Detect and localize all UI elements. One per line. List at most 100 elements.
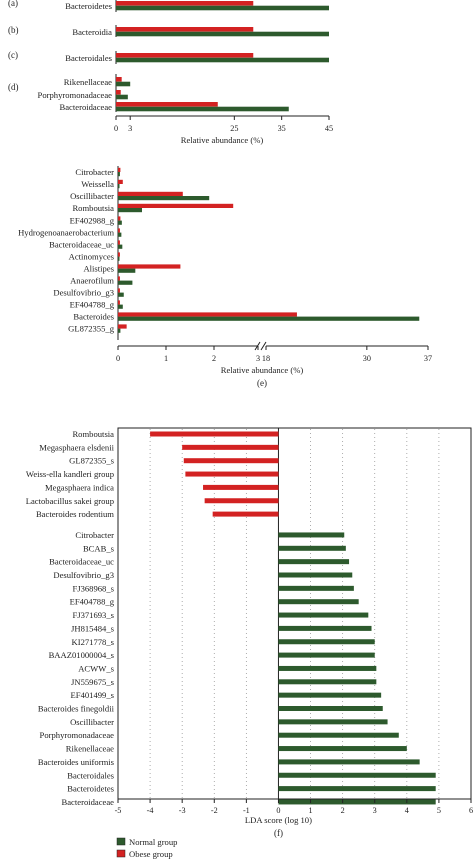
plot-frame: [117, 427, 472, 800]
bar-normal: [118, 172, 120, 177]
category-label: Bacteroidales: [65, 53, 112, 63]
bar-obese: [212, 511, 279, 517]
category-label: Porphyromonadaceae: [40, 730, 115, 740]
x-tick-label: 2: [341, 806, 345, 815]
category-label: Bacteroides rodentium: [36, 509, 114, 519]
bar-normal: [118, 328, 121, 333]
category-label: Weissella: [81, 179, 114, 189]
bar-normal: [278, 772, 436, 778]
bar-obese: [118, 300, 120, 305]
bar-normal: [116, 94, 128, 100]
bar-normal: [278, 572, 353, 578]
category-label: Bacteroides: [73, 312, 114, 322]
bar-normal: [278, 612, 369, 618]
legend-label-normal: Normal group: [129, 837, 177, 847]
x-tick-label: 30: [363, 354, 371, 363]
bar-normal: [118, 292, 124, 297]
category-label: Bacteroidaceae_uc: [49, 557, 114, 567]
panel-label: (d): [8, 82, 19, 92]
bar-obese: [118, 228, 120, 233]
x-axis-title: Relative abundance (%): [181, 135, 264, 145]
category-label: JH815484_s: [71, 623, 115, 633]
category-label: Citrobacter: [75, 530, 114, 540]
category-label: Bacteroidetes: [67, 784, 114, 794]
category-label: Lactobacillus sakei group: [26, 496, 114, 506]
category-label: Bacteroides finegoldii: [38, 704, 115, 714]
category-label: Desulfovibrio_g3: [53, 288, 114, 298]
bar-normal: [278, 639, 375, 645]
panel-label: (e): [257, 378, 267, 388]
bar-normal: [118, 196, 210, 201]
bar-normal: [278, 692, 382, 698]
panel-label: (a): [8, 0, 18, 8]
x-tick-label: -5: [115, 806, 122, 815]
bar-obese: [118, 264, 181, 269]
x-axis-title: Relative abundance (%): [221, 365, 304, 375]
bar-normal: [118, 232, 122, 237]
x-tick-label: 6: [469, 806, 473, 815]
x-tick-label: -4: [147, 806, 154, 815]
bar-normal: [278, 599, 359, 605]
category-label: Bacteroidaceae: [60, 102, 113, 112]
category-label: Rikenellaceae: [64, 77, 112, 87]
x-tick-label: 35: [278, 124, 286, 133]
bar-obese: [116, 102, 218, 107]
x-tick-label: 0: [276, 806, 280, 815]
category-label: FJ368968_s: [72, 583, 114, 593]
category-label: KI271778_s: [72, 637, 115, 647]
category-label: FJ371693_s: [72, 610, 114, 620]
category-label: GL872355_g: [68, 324, 115, 334]
x-tick-label: -1: [243, 806, 250, 815]
category-label: Romboutsia: [72, 429, 114, 439]
panel-label: (c): [8, 50, 18, 60]
bar-normal: [278, 799, 436, 805]
bar-normal: [278, 746, 407, 752]
bar-obese: [118, 203, 234, 208]
category-label: EF401499_s: [71, 690, 115, 700]
x-tick-label: 4: [405, 806, 409, 815]
category-label: BAAZ01000004_s: [49, 650, 115, 660]
category-label: Actinomyces: [69, 252, 115, 262]
category-label: Romboutsia: [72, 203, 114, 213]
bar-obese: [116, 27, 254, 32]
bar-normal: [116, 106, 289, 112]
legend-label-obese: Obese group: [129, 849, 173, 859]
x-tick-label: 37: [424, 354, 432, 363]
category-label: Weiss-ella kandleri group: [26, 469, 114, 479]
category-label: Alistipes: [83, 264, 114, 274]
bar-normal: [116, 5, 329, 11]
category-label: EF404788_g: [70, 597, 115, 607]
category-label: Bacteroidetes: [65, 1, 112, 11]
bar-normal: [278, 585, 354, 591]
x-tick-label: 5: [437, 806, 441, 815]
bar-normal: [278, 786, 436, 792]
x-tick-label: 18: [262, 354, 270, 363]
bar-obese: [203, 484, 279, 490]
bar-normal: [278, 679, 377, 685]
bar-obese: [116, 1, 254, 6]
bar-obese: [182, 444, 279, 450]
bar-normal: [118, 184, 120, 189]
category-label: Desulfovibrio_g3: [53, 570, 114, 580]
bar-obese: [118, 240, 120, 245]
bar-obese: [116, 53, 254, 58]
bar-normal: [278, 559, 350, 565]
category-label: Oscillibacter: [70, 717, 114, 727]
bar-normal: [118, 208, 142, 213]
x-tick-label: 1: [164, 354, 168, 363]
bar-obese: [150, 431, 279, 437]
category-label: Megasphaera indica: [45, 482, 114, 492]
bar-obese: [118, 252, 120, 257]
bar-normal: [118, 220, 122, 225]
category-label: Oscillibacter: [70, 191, 114, 201]
category-label: Bacteroidales: [67, 770, 114, 780]
x-tick-label: 3: [128, 124, 132, 133]
category-label: Anaerofilum: [70, 276, 114, 286]
bar-normal: [116, 57, 329, 63]
category-label: Rikenellaceae: [66, 744, 114, 754]
x-tick-label: -2: [211, 806, 218, 815]
category-label: Porphyromonadaceae: [38, 90, 113, 100]
bar-normal: [278, 706, 383, 711]
bar-normal: [278, 759, 420, 765]
bar-normal: [278, 545, 346, 551]
